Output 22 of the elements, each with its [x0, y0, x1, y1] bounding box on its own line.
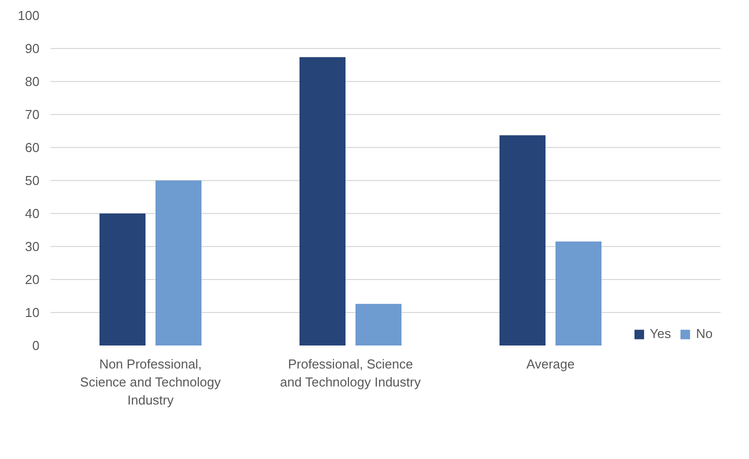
bar	[156, 180, 202, 346]
bar	[356, 304, 402, 346]
bar	[500, 135, 546, 346]
bar	[100, 214, 146, 346]
y-tick-label: 60	[25, 140, 40, 155]
bar	[300, 57, 346, 346]
legend-label: Yes	[650, 326, 671, 341]
y-tick-label: 90	[25, 41, 40, 56]
y-tick-label: 30	[25, 239, 40, 254]
bar	[556, 242, 602, 346]
y-tick-label: 50	[25, 173, 40, 188]
y-tick-label: 70	[25, 107, 40, 122]
x-tick-label: Non Professional, Science and Technology Industry	[80, 356, 222, 408]
x-tick-label: Average	[526, 356, 575, 372]
y-tick-label: 100	[18, 8, 40, 23]
legend-label: No	[696, 326, 714, 341]
y-tick-label: 40	[25, 206, 40, 221]
y-tick-label: 10	[25, 305, 40, 320]
y-tick-label: 0	[32, 338, 40, 353]
y-tick-label: 80	[25, 74, 40, 89]
x-tick-label: Professional, Science and Technology Industry	[280, 356, 422, 390]
y-tick-label: 20	[25, 272, 40, 287]
